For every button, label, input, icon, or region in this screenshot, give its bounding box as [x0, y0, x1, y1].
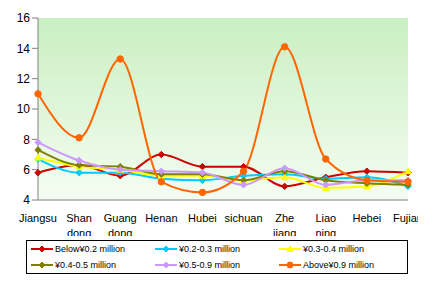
svg-text:dong: dong [67, 227, 91, 236]
html-text:¥0.2-0.3 million: ¥0.2-0.3 million [179, 244, 240, 254]
html-text:¥0.3-0.4 million: ¥0.3-0.4 million [303, 244, 364, 254]
html-text:¥0.5-0.9 million: ¥0.5-0.9 million [179, 260, 240, 270]
svg-text:Guang: Guang [104, 212, 137, 224]
svg-text:dong: dong [108, 227, 132, 236]
html-text:¥0.4-0.5 million: ¥0.4-0.5 million [55, 260, 116, 270]
svg-text:16: 16 [17, 11, 31, 25]
svg-text:4: 4 [23, 193, 30, 207]
svg-text:Fujian: Fujian [393, 212, 418, 224]
svg-text:12: 12 [17, 72, 31, 86]
svg-text:Hubei: Hubei [188, 212, 217, 224]
svg-text:Henan: Henan [145, 212, 177, 224]
svg-text:10: 10 [17, 102, 31, 116]
svg-text:ning: ning [315, 227, 336, 236]
html-text:Above¥0.9 million: Above¥0.9 million [303, 260, 374, 270]
svg-text:Hebei: Hebei [353, 212, 382, 224]
svg-text:14: 14 [17, 42, 31, 56]
svg-text:Jiangsu: Jiangsu [19, 212, 57, 224]
svg-text:sichuan: sichuan [225, 212, 263, 224]
html-text:Below¥0.2 million: Below¥0.2 million [55, 244, 125, 254]
svg-text:Zhe: Zhe [275, 212, 294, 224]
svg-text:6: 6 [23, 163, 30, 177]
svg-text:Shan: Shan [66, 212, 92, 224]
svg-text:8: 8 [23, 133, 30, 147]
svg-text:jiang: jiang [272, 227, 296, 236]
svg-text:Liao: Liao [315, 212, 336, 224]
